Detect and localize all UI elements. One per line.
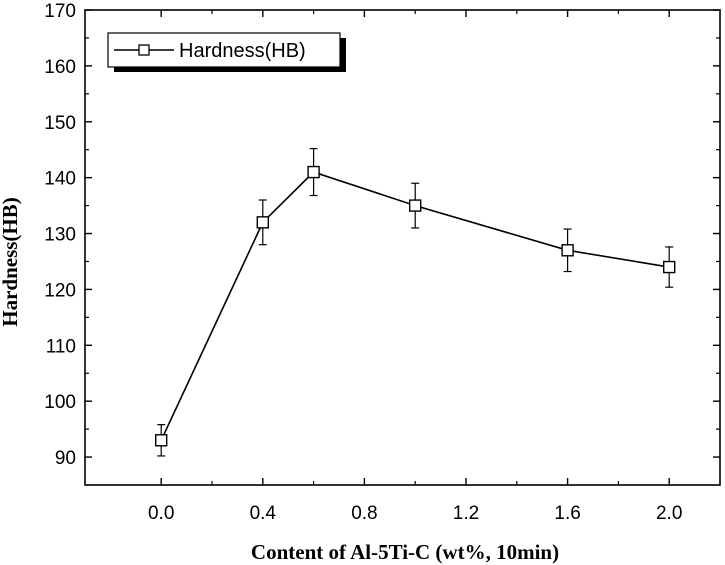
data-point: [256, 216, 269, 229]
x-tick-label: 1.6: [554, 503, 580, 524]
legend-label: Hardness(HB): [179, 40, 306, 62]
data-point: [307, 165, 320, 179]
series-line: [160, 171, 670, 441]
legend-marker: [138, 44, 150, 56]
data-point: [154, 434, 168, 447]
legend: Hardness(HB): [107, 32, 346, 72]
y-tick-label: 90: [55, 448, 76, 469]
y-tick-label: 160: [44, 57, 76, 78]
y-tick-label: 140: [44, 169, 76, 190]
y-axis-ticks: 90 100 110 120 130 140 150 160 170: [44, 1, 720, 469]
x-axis-ticks: 0.0 0.4 0.8 1.2 1.6 2.0: [148, 10, 682, 524]
x-tick-label: 0.8: [351, 503, 377, 524]
x-tick-label: 1.2: [453, 503, 479, 524]
y-tick-label: 130: [44, 225, 76, 246]
data-point: [561, 244, 574, 257]
x-tick-label: 0.0: [148, 503, 174, 524]
plot-frame: [84, 9, 721, 486]
data-point: [663, 260, 676, 274]
y-tick-label: 170: [44, 1, 76, 22]
y-tick-label: 150: [44, 113, 76, 134]
y-tick-label: 110: [46, 336, 76, 357]
data-point: [409, 199, 422, 212]
series-layer: [154, 147, 676, 457]
y-tick-label: 100: [44, 392, 76, 413]
x-tick-label: 0.4: [250, 503, 277, 524]
x-axis-title: Content of Al-5Ti-C (wt%, 10min): [251, 540, 559, 564]
y-tick-label: 120: [44, 280, 76, 301]
x-tick-label: 2.0: [656, 503, 682, 524]
y-axis-title: Hardness(HB): [0, 197, 22, 327]
